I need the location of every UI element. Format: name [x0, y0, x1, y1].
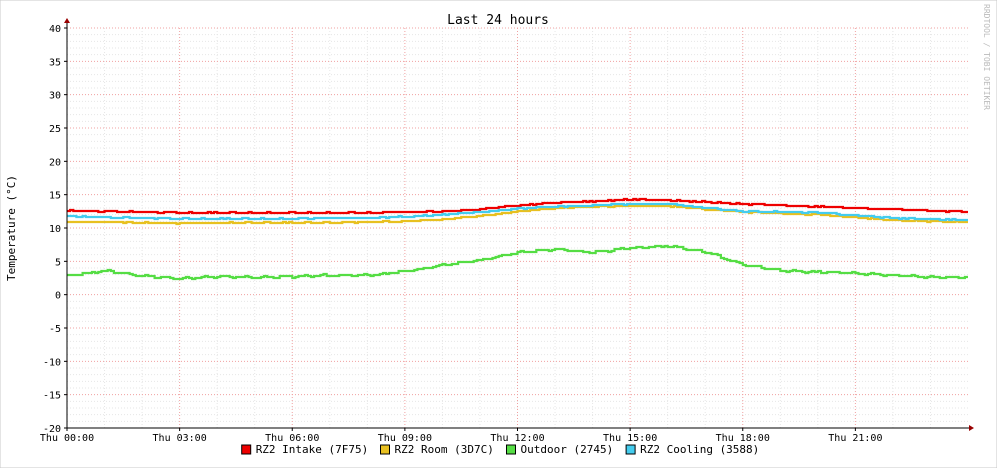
legend-label: RZ2 Intake (7F75)	[256, 443, 369, 456]
chart-title: Last 24 hours	[447, 13, 549, 28]
y-tick-label: 0	[55, 291, 61, 302]
legend-swatch	[380, 444, 390, 455]
x-tick-label: Thu 03:00	[153, 433, 207, 444]
y-tick-label: 5	[55, 257, 61, 268]
series-line-0	[67, 197, 968, 215]
y-tick-label: 25	[49, 124, 61, 135]
series-line-1	[67, 204, 968, 226]
y-tick-label: 30	[49, 91, 61, 102]
legend-swatch	[506, 444, 516, 455]
y-tick-label: -5	[49, 324, 61, 335]
y-tick-label: 10	[49, 224, 61, 235]
series-line-3	[67, 202, 968, 222]
rrdtool-watermark: RRDTOOL / TOBI OETIKER	[982, 4, 991, 110]
legend: RZ2 Intake (7F75) RZ2 Room (3D7C) Outdoor …	[241, 443, 759, 456]
x-tick-label: Thu 00:00	[40, 433, 94, 444]
x-tick-labels: Thu 00:00 Thu 03:00 Thu 06:00 Thu 09:00 Thu …	[40, 433, 883, 444]
y-axis-label: Temperature (°C)	[5, 175, 18, 281]
y-axis-arrow	[64, 18, 70, 23]
legend-swatch	[625, 444, 636, 455]
series-lines	[67, 197, 968, 281]
y-tick-label: -20	[43, 424, 61, 435]
x-tick-label: Thu 09:00	[378, 433, 432, 444]
x-tick-label: Thu 12:00	[490, 433, 544, 444]
y-tick-labels: 40 35 30 25 20 15 10 5 0 -5 -10 -15 -20	[43, 24, 61, 435]
x-tick-label: Thu 06:00	[265, 433, 319, 444]
y-tick-label: 35	[49, 57, 61, 68]
y-tick-label: 15	[49, 191, 61, 202]
x-tick-label: Thu 21:00	[828, 433, 882, 444]
y-tick-label: 40	[49, 24, 61, 35]
y-tick-label: -10	[43, 357, 61, 368]
grid	[66, 27, 968, 429]
series-line-2	[67, 244, 968, 281]
x-axis-arrow	[969, 425, 974, 431]
y-tick-label: 20	[49, 157, 61, 168]
axes	[64, 18, 974, 431]
x-tick-label: Thu 15:00	[603, 433, 657, 444]
legend-swatch	[241, 444, 252, 455]
legend-label: RZ2 Cooling (3588)	[640, 443, 759, 456]
legend-label: Outdoor (2745)	[521, 443, 614, 456]
x-tick-label: Thu 18:00	[716, 433, 770, 444]
y-tick-label: -15	[43, 391, 61, 402]
legend-label: RZ2 Room (3D7C)	[395, 443, 494, 456]
